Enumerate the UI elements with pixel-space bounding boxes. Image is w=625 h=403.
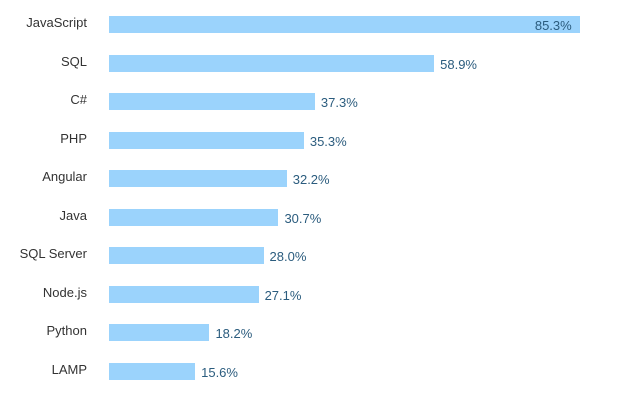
value-label: 28.0% [269,249,307,264]
bar-python [109,324,210,341]
category-label: LAMP [51,361,87,377]
bar-c- [109,93,315,110]
category-label: C# [70,92,87,107]
value-label: 37.3% [320,95,358,110]
bar-angular [109,170,287,187]
value-label: 18.2% [215,326,253,341]
bar-lamp [109,362,196,380]
bar-javascript [109,16,580,33]
bar-java [109,208,279,226]
value-label: 85.3% [534,18,572,33]
category-label: Node.js [42,284,87,300]
bar-php [109,131,304,149]
category-label: JavaScript [26,15,87,30]
value-label: 27.1% [264,287,302,303]
bar-node-js [109,285,259,303]
value-label: 15.6% [201,364,238,380]
category-label: SQL Server [19,246,87,261]
value-label: 32.2% [292,172,330,187]
value-label: 58.9% [440,56,477,72]
category-label: Java [59,207,87,223]
bar-sql [109,54,435,72]
category-label: PHP [60,130,87,146]
category-label: SQL [60,53,87,69]
value-label: 30.7% [284,210,322,226]
category-label: Angular [42,169,87,184]
category-label: Python [46,323,87,338]
bar-sql-server [109,247,264,264]
value-label: 35.3% [309,133,347,149]
